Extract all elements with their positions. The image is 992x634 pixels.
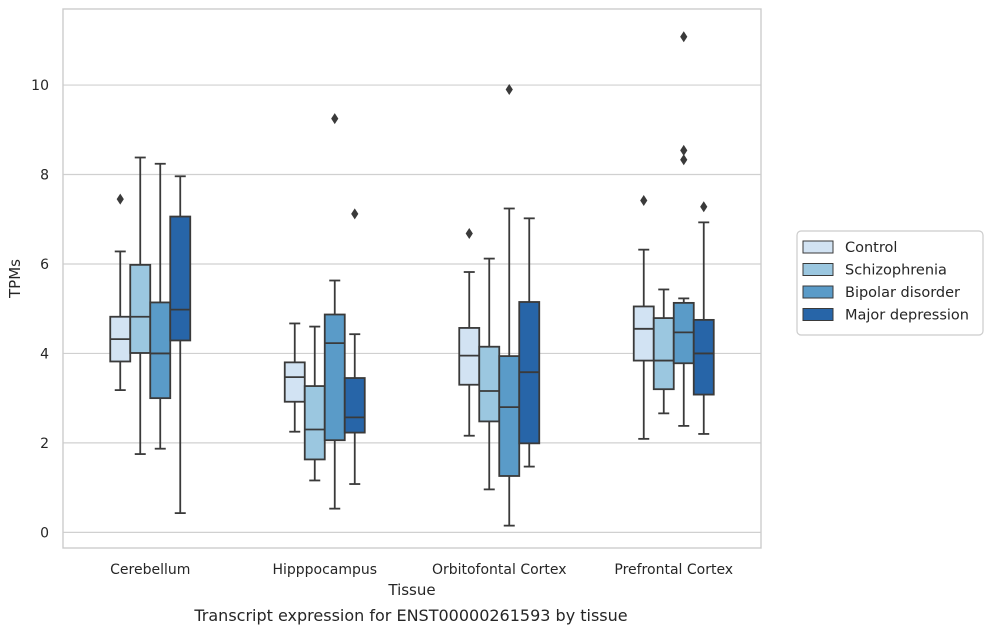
legend-label: Major depression (845, 308, 969, 324)
outlier-point (680, 154, 688, 166)
box-schizophrenia (303, 325, 326, 482)
box-major-depression (518, 217, 541, 468)
legend-label: Schizophrenia (845, 263, 947, 279)
iqr-box (169, 215, 192, 342)
box-schizophrenia (478, 257, 501, 491)
plot-frame (62, 8, 762, 549)
y-tick-label: 8 (40, 168, 49, 184)
box-major-depression (169, 175, 192, 515)
iqr-box (652, 317, 675, 391)
boxes (109, 31, 715, 527)
legend-swatch (802, 263, 834, 276)
box-bipolar-disorder (672, 31, 695, 427)
iqr-box (692, 318, 715, 396)
legend-label: Bipolar disorder (845, 285, 960, 301)
outlier-point (680, 31, 688, 43)
iqr-box (478, 345, 501, 423)
y-tick-label: 2 (40, 436, 49, 452)
y-tick-label: 4 (40, 346, 49, 362)
iqr-box (149, 301, 172, 400)
chart-caption: Transcript expression for ENST0000026159… (193, 606, 627, 625)
outlier-point (640, 194, 648, 206)
y-tick-label: 10 (31, 78, 49, 94)
legend-swatch (802, 308, 834, 321)
outlier-point (331, 113, 339, 125)
iqr-box (283, 361, 306, 403)
outlier-point (680, 144, 688, 156)
iqr-box (303, 385, 326, 461)
outlier-point (351, 208, 359, 220)
box-bipolar-disorder (323, 113, 346, 510)
legend-swatch (802, 285, 834, 299)
outlier-point (116, 193, 124, 205)
box-bipolar-disorder (149, 162, 172, 450)
x-tick-labels: Cerebellum Hipppocampus Orbitofontal Corte… (110, 562, 733, 578)
box-schizophrenia (652, 288, 675, 415)
box-schizophrenia (129, 156, 152, 455)
y-axis-label: TPMs (6, 259, 24, 299)
y-tick-label: 6 (40, 257, 49, 273)
iqr-box (323, 313, 346, 442)
legend: Control Schizophrenia Bipolar disorder Majo… (796, 230, 984, 336)
iqr-box (343, 377, 366, 434)
box-control (283, 322, 306, 433)
box-major-depression (343, 208, 366, 485)
x-tick-label: Hipppocampus (272, 562, 377, 578)
y-tick-label: 0 (40, 525, 49, 541)
box-bipolar-disorder (498, 84, 521, 527)
x-tick-label: Prefrontal Cortex (614, 562, 733, 578)
outlier-point (465, 228, 473, 240)
iqr-box (129, 263, 152, 354)
x-tick-label: Cerebellum (110, 562, 190, 578)
box-major-depression (692, 201, 715, 435)
iqr-box (498, 355, 521, 477)
box-control (458, 228, 481, 437)
legend-swatch (802, 240, 834, 254)
x-tick-label: Orbitofontal Cortex (432, 562, 567, 578)
box-control (109, 193, 132, 392)
outlier-point (700, 201, 708, 213)
y-tick-labels: 0 2 4 6 8 10 (31, 78, 49, 541)
legend-label: Control (845, 240, 897, 256)
outlier-point (505, 84, 513, 96)
iqr-box (632, 305, 655, 362)
box-control (632, 194, 655, 440)
legend-frame (796, 230, 984, 336)
x-axis-label: Tissue (387, 581, 435, 599)
